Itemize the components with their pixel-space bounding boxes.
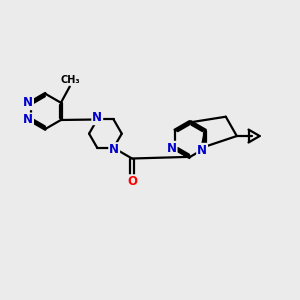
- Text: N: N: [197, 144, 207, 157]
- Text: O: O: [127, 175, 137, 188]
- Text: N: N: [23, 113, 33, 127]
- Text: N: N: [109, 143, 119, 156]
- Text: N: N: [92, 111, 102, 124]
- Text: N: N: [23, 96, 33, 109]
- Text: CH₃: CH₃: [61, 75, 80, 85]
- Text: N: N: [167, 142, 177, 155]
